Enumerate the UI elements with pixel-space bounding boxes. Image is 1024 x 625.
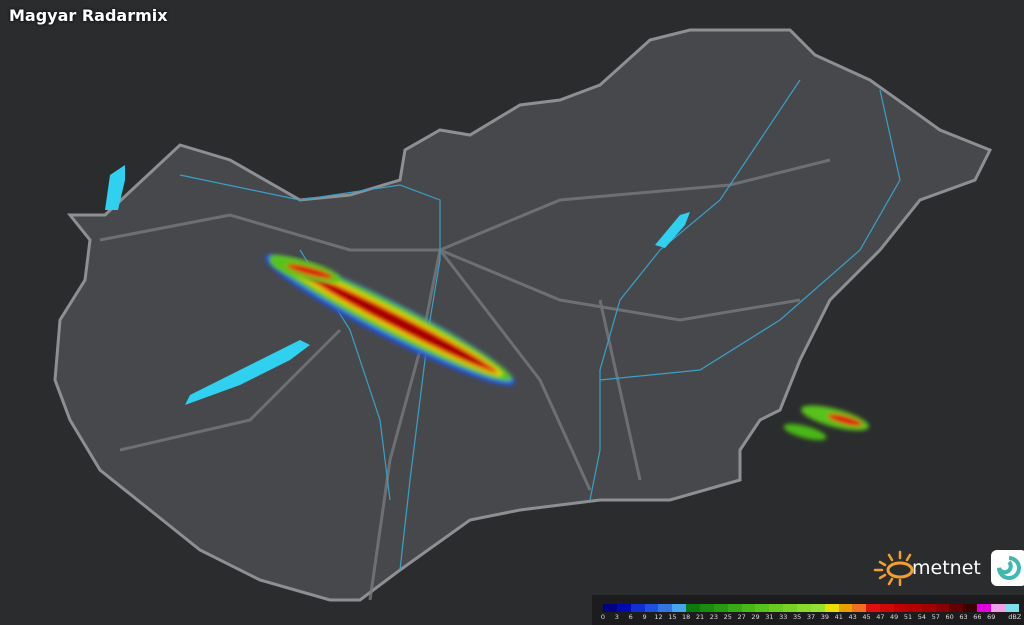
- logo-text: metnet: [912, 557, 981, 579]
- legend-tick-label: 45: [862, 613, 871, 621]
- legend-swatch: [852, 604, 867, 612]
- legend-tick-label: 41: [834, 613, 843, 621]
- legend-tick-label: 18: [682, 613, 691, 621]
- legend-swatch: [700, 604, 714, 612]
- legend-tick-label: 9: [642, 613, 647, 621]
- legend-swatch: [880, 604, 895, 612]
- legend-swatch: [991, 604, 1005, 612]
- legend-swatch: [1004, 604, 1019, 612]
- legend-swatch: [797, 604, 811, 612]
- legend-swatch: [741, 604, 756, 612]
- rivers: [179, 79, 901, 571]
- legend-tick-label: 25: [723, 613, 732, 621]
- legend-tick-label: 43: [848, 613, 857, 621]
- legend-tick-label: 51: [903, 613, 913, 621]
- legend-swatch: [658, 604, 673, 612]
- legend-tick-label: 47: [876, 613, 885, 621]
- legend-swatch: [769, 604, 784, 612]
- legend-swatch: [616, 604, 631, 612]
- legend-colorbar: [603, 604, 1019, 612]
- legend-tick-label: 0: [600, 613, 606, 621]
- radar-echo-main: [264, 254, 516, 386]
- legend-tick-label: 49: [890, 613, 899, 621]
- legend-tick-label: 66: [973, 613, 982, 621]
- lake-tisza: [655, 212, 690, 248]
- legend-tick-label: 33: [779, 613, 788, 621]
- legend-swatch: [672, 604, 687, 612]
- legend-swatch: [977, 604, 992, 612]
- legend-swatch: [644, 604, 659, 612]
- radar-echo-north: [270, 257, 340, 283]
- legend-swatch: [810, 604, 825, 612]
- legend-tick-label: 23: [709, 613, 719, 621]
- legend-tick-label: 27: [737, 613, 746, 621]
- legend-tick-label: 21: [695, 613, 705, 621]
- legend-swatch: [921, 604, 936, 612]
- legend-swatch: [838, 604, 853, 612]
- legend-swatch: [630, 604, 645, 612]
- swirl-badge-icon: [990, 550, 1024, 586]
- lakes: [105, 165, 690, 405]
- legend-swatch: [713, 604, 728, 612]
- legend-tick-label: 3: [614, 613, 619, 621]
- map-title: Magyar Radarmix: [9, 6, 168, 25]
- legend-swatch: [686, 604, 701, 612]
- legend-swatch: [935, 604, 950, 612]
- legend-tick-label: 12: [654, 613, 663, 621]
- legend-tick-label: 6: [628, 613, 633, 621]
- dbz-legend: 0 3 6 9 12 15 18 21 23 25 27 29 31 33 35 37 39 41 43 45 47 49…: [592, 595, 1024, 625]
- legend-tick-label: 60: [945, 613, 954, 621]
- legend-swatch: [963, 604, 978, 612]
- hungary-country-area: [53, 28, 993, 602]
- legend-swatch: [727, 604, 742, 612]
- sun-icon: [873, 550, 914, 586]
- lake-balaton: [185, 340, 310, 405]
- legend-tick-label: dBZ: [1008, 613, 1022, 621]
- legend-swatch: [603, 604, 617, 612]
- legend-swatch: [894, 604, 908, 612]
- legend-tick-label: 29: [751, 613, 760, 621]
- legend-swatch: [907, 604, 922, 612]
- legend-ticks: 0 3 6 9 12 15 18 21 23 25 27 29 31 33 35 37 39 41 43 45 47 49…: [598, 613, 1024, 623]
- legend-tick-label: 37: [806, 613, 816, 621]
- legend-swatch: [866, 604, 881, 612]
- legend-tick-label: 35: [792, 613, 802, 621]
- legend-tick-label: 54: [917, 613, 927, 621]
- legend-swatch: [949, 604, 964, 612]
- radar-echo-east: [783, 405, 869, 441]
- roads: [99, 158, 831, 601]
- legend-tick-label: 15: [668, 613, 677, 621]
- legend-swatch: [824, 604, 839, 612]
- legend-tick-label: 63: [959, 613, 968, 621]
- legend-tick-label: 31: [765, 613, 774, 621]
- lake-ferto: [105, 165, 125, 210]
- legend-swatch: [783, 604, 798, 612]
- legend-swatch: [755, 604, 770, 612]
- legend-tick-label: 39: [820, 613, 829, 621]
- legend-tick-label: 57: [931, 613, 940, 621]
- legend-tick-label: 69: [987, 613, 996, 621]
- metnet-logo[interactable]: metnet: [872, 550, 1024, 586]
